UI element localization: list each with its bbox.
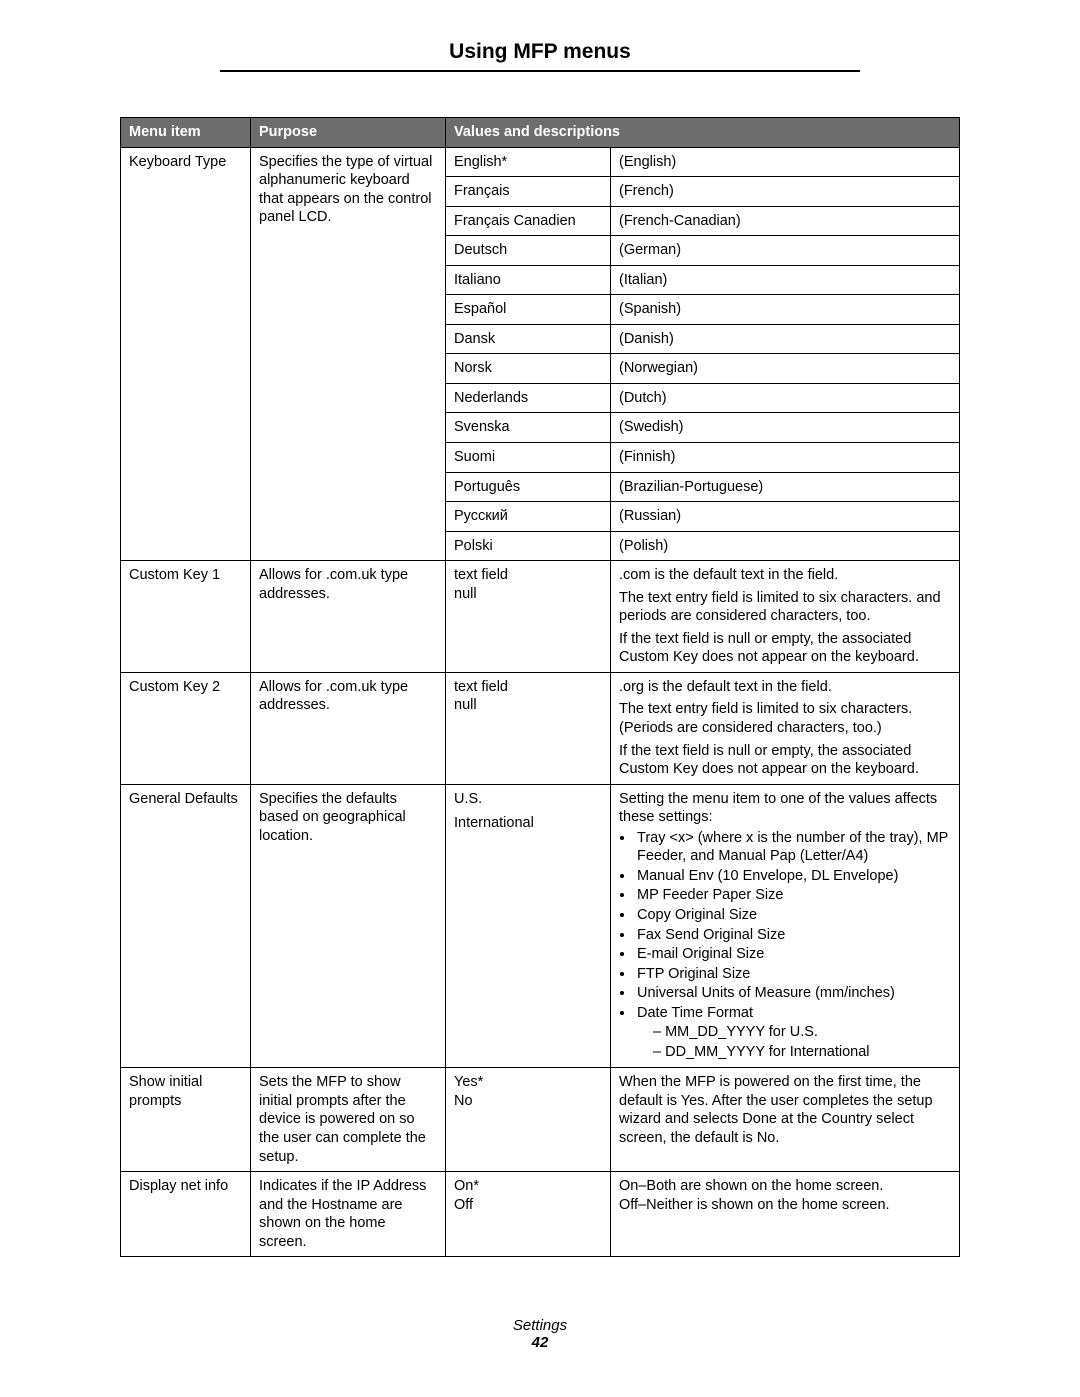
desc-text: Off–Neither is shown on the home screen. xyxy=(619,1196,951,1215)
cell-description: (Swedish) xyxy=(611,413,960,443)
cell-menu-item: General Defaults xyxy=(121,784,251,1068)
cell-value: Français Canadien xyxy=(446,206,611,236)
value-line: Off xyxy=(454,1196,602,1215)
table-row: Custom Key 2 Allows for .com.uk type add… xyxy=(121,672,960,784)
cell-purpose: Allows for .com.uk type addresses. xyxy=(251,561,446,673)
cell-menu-item: Show initial prompts xyxy=(121,1068,251,1172)
cell-description: (French-Canadian) xyxy=(611,206,960,236)
value-line: No xyxy=(454,1092,602,1111)
cell-values: text field null xyxy=(446,672,611,784)
cell-value: English* xyxy=(446,147,611,177)
bullet-list: Tray <x> (where x is the number of the t… xyxy=(619,829,951,1062)
cell-description: (Dutch) xyxy=(611,383,960,413)
page-title: Using MFP menus xyxy=(120,40,960,64)
table-row: Keyboard TypeSpecifies the type of virtu… xyxy=(121,147,960,177)
desc-text: .org is the default text in the field. xyxy=(619,678,951,697)
cell-description: (Finnish) xyxy=(611,443,960,473)
value-line: U.S. xyxy=(454,790,602,809)
value-line: null xyxy=(454,696,602,715)
cell-value: Polski xyxy=(446,531,611,561)
cell-description: (Russian) xyxy=(611,502,960,532)
cell-value: Dansk xyxy=(446,324,611,354)
value-line: On* xyxy=(454,1177,602,1196)
table-row: Custom Key 1 Allows for .com.uk type add… xyxy=(121,561,960,673)
cell-values: Yes* No xyxy=(446,1068,611,1172)
desc-text: If the text field is null or empty, the … xyxy=(619,630,951,667)
value-line: International xyxy=(454,814,602,833)
cell-description: (Spanish) xyxy=(611,295,960,325)
cell-description: On–Both are shown on the home screen. Of… xyxy=(611,1172,960,1257)
cell-menu-item: Keyboard Type xyxy=(121,147,251,561)
cell-menu-item: Display net info xyxy=(121,1172,251,1257)
bullet-item: Date Time FormatMM_DD_YYYY for U.S.DD_MM… xyxy=(635,1004,951,1062)
cell-value: Русский xyxy=(446,502,611,532)
cell-description: (Danish) xyxy=(611,324,960,354)
cell-value: Nederlands xyxy=(446,383,611,413)
col-values: Values and descriptions xyxy=(446,118,960,148)
bullet-item: MP Feeder Paper Size xyxy=(635,886,951,905)
table-header-row: Menu item Purpose Values and description… xyxy=(121,118,960,148)
cell-value: Português xyxy=(446,472,611,502)
desc-text: On–Both are shown on the home screen. xyxy=(619,1177,951,1196)
cell-purpose: Specifies the type of virtual alphanumer… xyxy=(251,147,446,561)
table-row: General Defaults Specifies the defaults … xyxy=(121,784,960,1068)
cell-value: Français xyxy=(446,177,611,207)
cell-value: Deutsch xyxy=(446,236,611,266)
cell-value: Norsk xyxy=(446,354,611,384)
sub-list: MM_DD_YYYY for U.S.DD_MM_YYYY for Intern… xyxy=(637,1023,951,1061)
cell-description: (Norwegian) xyxy=(611,354,960,384)
cell-purpose: Sets the MFP to show initial prompts aft… xyxy=(251,1068,446,1172)
value-line: Yes* xyxy=(454,1073,602,1092)
desc-text: .com is the default text in the field. xyxy=(619,566,951,585)
cell-description: (Italian) xyxy=(611,265,960,295)
cell-description: (German) xyxy=(611,236,960,266)
bullet-item: Copy Original Size xyxy=(635,906,951,925)
value-line: null xyxy=(454,585,602,604)
cell-description: (English) xyxy=(611,147,960,177)
menu-table: Menu item Purpose Values and description… xyxy=(120,117,960,1257)
title-rule xyxy=(220,70,860,72)
page-footer: Settings 42 xyxy=(120,1317,960,1351)
value-line: text field xyxy=(454,678,602,697)
cell-value: Suomi xyxy=(446,443,611,473)
cell-description: (French) xyxy=(611,177,960,207)
col-menu-item: Menu item xyxy=(121,118,251,148)
bullet-item: FTP Original Size xyxy=(635,965,951,984)
cell-description: .com is the default text in the field. T… xyxy=(611,561,960,673)
cell-purpose: Allows for .com.uk type addresses. xyxy=(251,672,446,784)
table-row: Display net info Indicates if the IP Add… xyxy=(121,1172,960,1257)
bullet-item: Manual Env (10 Envelope, DL Envelope) xyxy=(635,867,951,886)
desc-text: If the text field is null or empty, the … xyxy=(619,742,951,779)
sub-item: DD_MM_YYYY for International xyxy=(651,1043,951,1062)
cell-description: When the MFP is powered on the first tim… xyxy=(611,1068,960,1172)
cell-value: Italiano xyxy=(446,265,611,295)
bullet-item: Tray <x> (where x is the number of the t… xyxy=(635,829,951,866)
cell-purpose: Indicates if the IP Address and the Host… xyxy=(251,1172,446,1257)
cell-menu-item: Custom Key 1 xyxy=(121,561,251,673)
cell-values: U.S. International xyxy=(446,784,611,1068)
cell-values: text field null xyxy=(446,561,611,673)
col-purpose: Purpose xyxy=(251,118,446,148)
desc-text: Setting the menu item to one of the valu… xyxy=(619,790,951,827)
sub-item: MM_DD_YYYY for U.S. xyxy=(651,1023,951,1042)
value-line: text field xyxy=(454,566,602,585)
footer-page-number: 42 xyxy=(120,1334,960,1351)
cell-description: .org is the default text in the field. T… xyxy=(611,672,960,784)
cell-values: On* Off xyxy=(446,1172,611,1257)
bullet-item: E-mail Original Size xyxy=(635,945,951,964)
desc-text: The text entry field is limited to six c… xyxy=(619,589,951,626)
bullet-item: Fax Send Original Size xyxy=(635,926,951,945)
table-row: Show initial prompts Sets the MFP to sho… xyxy=(121,1068,960,1172)
bullet-item: Universal Units of Measure (mm/inches) xyxy=(635,984,951,1003)
footer-label: Settings xyxy=(120,1317,960,1334)
cell-description: (Polish) xyxy=(611,531,960,561)
cell-purpose: Specifies the defaults based on geograph… xyxy=(251,784,446,1068)
desc-text: The text entry field is limited to six c… xyxy=(619,700,951,737)
cell-value: Español xyxy=(446,295,611,325)
cell-value: Svenska xyxy=(446,413,611,443)
cell-menu-item: Custom Key 2 xyxy=(121,672,251,784)
cell-description: (Brazilian-Portuguese) xyxy=(611,472,960,502)
cell-description: Setting the menu item to one of the valu… xyxy=(611,784,960,1068)
